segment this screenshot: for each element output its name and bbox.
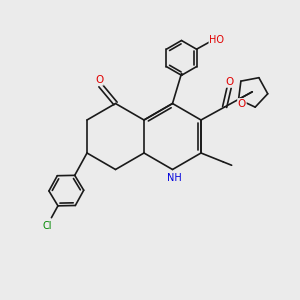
Text: HO: HO	[209, 35, 224, 45]
Text: O: O	[95, 75, 103, 85]
Text: O: O	[238, 99, 246, 109]
Text: NH: NH	[167, 173, 182, 183]
Text: Cl: Cl	[42, 220, 52, 231]
Text: O: O	[225, 77, 233, 87]
